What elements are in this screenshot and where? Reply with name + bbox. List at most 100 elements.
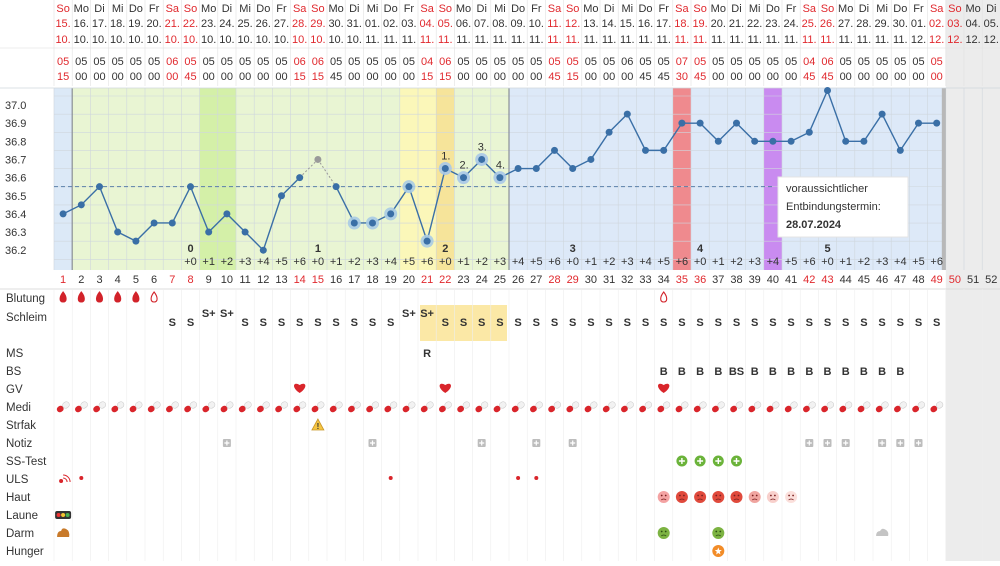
temperature-point — [296, 174, 304, 182]
y-tick-label: 36.5 — [5, 191, 26, 203]
blood-drop-icon — [59, 291, 67, 303]
pill-half — [353, 401, 361, 409]
week-offset: +5 — [530, 256, 543, 268]
cycle-day-number: 35 — [676, 274, 688, 286]
ultrasound-dot — [534, 476, 539, 480]
pill-half — [111, 405, 119, 413]
face-eye — [683, 494, 685, 497]
header-weekday: Fr — [531, 3, 542, 15]
blood-drop-icon — [114, 291, 122, 303]
due-date-label: voraussichtlicher — [786, 183, 868, 195]
week-offset: +2 — [221, 256, 234, 268]
test-plus — [697, 458, 704, 464]
header-month: 10. — [256, 34, 271, 46]
pill-half — [621, 405, 628, 413]
header-month: 10. — [219, 34, 234, 46]
skin-face-icon — [730, 491, 743, 503]
week-offset: +4 — [257, 256, 270, 268]
pill-icon — [475, 401, 489, 413]
pill-half — [766, 405, 774, 413]
header-date: 10. — [529, 18, 544, 30]
pill-half — [280, 401, 289, 409]
pill-half — [147, 405, 155, 413]
face-eye — [660, 530, 663, 533]
header-weekday: Mi — [621, 3, 633, 15]
week-offset: +2 — [730, 256, 743, 268]
pill-half — [129, 405, 137, 413]
pill-half — [275, 405, 283, 413]
pill-half — [420, 405, 428, 413]
temperature-point — [605, 128, 613, 136]
header-month: 11. — [493, 34, 507, 46]
header-date: 07. — [474, 18, 489, 30]
temperature-point — [751, 137, 759, 145]
header-month: 10. — [292, 34, 307, 46]
header-hour: 05 — [749, 56, 761, 68]
week-offset: +3 — [621, 256, 634, 268]
face-eye — [788, 494, 790, 497]
header-hour: 05 — [730, 56, 742, 68]
mucus-mark: S — [569, 317, 576, 329]
cycle-day-number: 29 — [567, 274, 579, 286]
face-eye — [701, 494, 703, 497]
pill-half — [462, 401, 471, 409]
header-hour: 05 — [275, 56, 287, 68]
temperature-point — [769, 137, 777, 145]
light-red — [56, 513, 61, 517]
temperature-point — [678, 119, 686, 127]
header-hour: 05 — [512, 56, 524, 68]
row-label: BS — [6, 366, 22, 378]
mucus-mark: S — [642, 317, 649, 329]
pill-half — [930, 405, 938, 413]
pill-half — [657, 405, 665, 413]
header-minute: 00 — [512, 71, 524, 83]
temperature-point-excluded — [314, 155, 322, 163]
pill-icon — [857, 401, 871, 413]
header-month: 11. — [511, 34, 525, 46]
header-month: 11. — [766, 34, 780, 46]
temperature-point — [860, 137, 868, 145]
header-minute: 15 — [57, 71, 69, 83]
header-weekday: Sa — [675, 3, 689, 15]
pill-half — [517, 401, 525, 409]
week-offset: +2 — [475, 256, 488, 268]
temperature-point — [241, 228, 249, 236]
header-date: 16. — [74, 18, 89, 30]
header-weekday: Di — [222, 3, 232, 15]
header-minute: 45 — [694, 71, 706, 83]
pill-icon — [730, 401, 744, 413]
skin-face-icon — [675, 491, 688, 503]
pill-icon — [293, 401, 307, 413]
mucus-mark: S+ — [202, 308, 216, 320]
pill-half — [153, 401, 161, 409]
pill-half — [602, 405, 610, 413]
pill-half — [772, 401, 780, 409]
pill-icon — [275, 401, 289, 413]
header-date: 17. — [92, 18, 107, 30]
pill-icon — [329, 401, 343, 413]
pill-half — [753, 401, 762, 409]
header-hour: 05 — [585, 56, 597, 68]
mucus-mark: S — [660, 317, 667, 329]
mucus-mark: S — [551, 317, 558, 329]
header-weekday: Sa — [803, 3, 817, 15]
heart-icon — [658, 383, 670, 393]
header-minute: 00 — [75, 71, 87, 83]
temperature-point — [842, 137, 850, 145]
week-offset: +2 — [348, 256, 361, 268]
breast-mark: B — [878, 366, 886, 378]
note-plus — [916, 440, 921, 446]
pill-icon — [220, 401, 234, 413]
face-mouth — [751, 498, 758, 501]
pill-half — [444, 401, 452, 409]
header-minute: 00 — [166, 71, 178, 83]
header-hour: 05 — [366, 56, 378, 68]
pill-icon — [657, 401, 671, 413]
pill-half — [135, 401, 143, 409]
header-weekday: So — [948, 3, 961, 15]
week-offset: +3 — [366, 256, 379, 268]
pill-half — [184, 405, 192, 413]
header-date: 21. — [165, 18, 180, 30]
mucus-mark: S — [933, 317, 940, 329]
temperature-point — [532, 165, 540, 173]
